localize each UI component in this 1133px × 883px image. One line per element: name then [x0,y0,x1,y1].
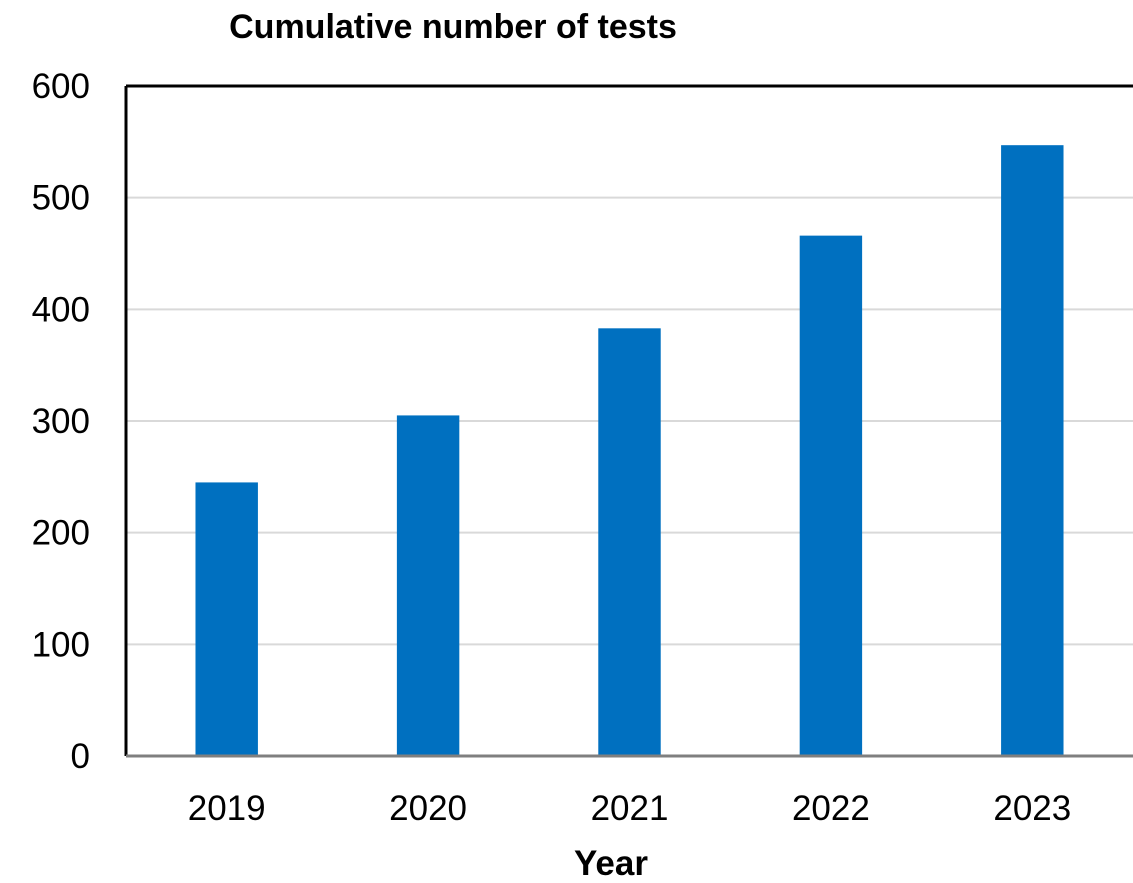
y-tick-label: 0 [71,737,90,776]
x-axis-title: Year [574,844,648,883]
y-tick-label: 600 [32,67,90,106]
y-tick-label: 200 [32,514,90,553]
x-axis-tick-labels: 2019 2020 2021 2022 2023 [188,789,1071,828]
x-tick-label: 2023 [993,789,1071,828]
bar-2022 [800,236,862,756]
bar-2023 [1001,145,1063,756]
y-axis-tick-labels: 0 100 200 300 400 500 600 [32,67,90,776]
bar-2019 [195,482,257,756]
y-tick-label: 400 [32,290,90,329]
bars [195,145,1063,756]
x-tick-label: 2021 [591,789,669,828]
chart-title: Cumulative number of tests [229,8,677,46]
x-tick-label: 2020 [389,789,467,828]
y-tick-label: 500 [32,179,90,218]
bar-2021 [598,328,660,756]
x-tick-label: 2022 [792,789,870,828]
bar-2020 [397,415,459,756]
y-tick-label: 300 [32,402,90,441]
y-tick-label: 100 [32,625,90,664]
x-tick-label: 2019 [188,789,266,828]
